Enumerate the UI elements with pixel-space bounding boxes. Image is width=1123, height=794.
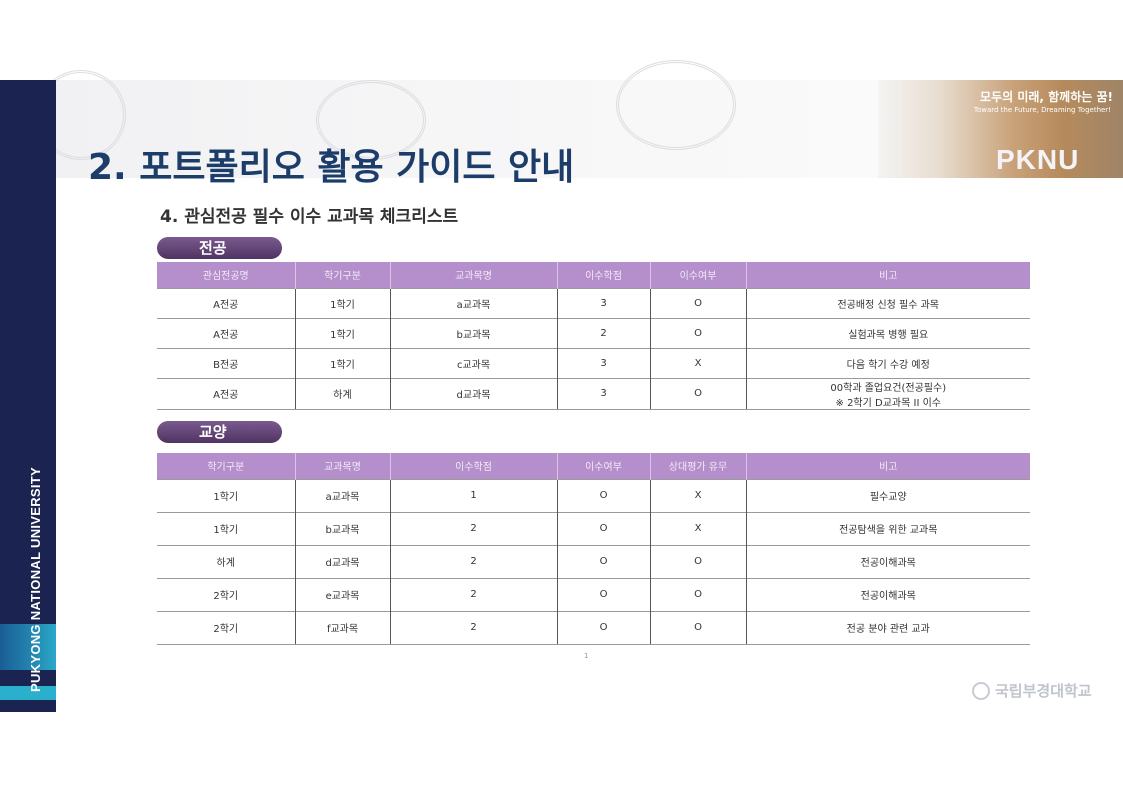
table-cell: 2 — [389, 511, 557, 545]
column-header: 학기구분 — [294, 262, 390, 288]
major-table: 관심전공명 학기구분 교과목명 이수학점 이수여부 비고 A전공 1학기 a교과목 3 O 전공배정 … — [157, 262, 1030, 410]
column-header: 관심전공명 — [157, 262, 295, 288]
table-cell: 2 — [556, 317, 650, 348]
table-cell: O — [649, 544, 746, 578]
column-header: 이수여부 — [556, 453, 650, 479]
table-cell: A전공 — [157, 317, 295, 348]
table-cell: 다음 학기 수강 예정 — [745, 347, 1030, 378]
campus-banner-image: 모두의 미래, 함께하는 꿈! Toward the Future, Dream… — [878, 80, 1123, 178]
table-row: 2학기 e교과목 2 O O 전공이해과목 — [157, 577, 1030, 611]
column-header: 학기구분 — [157, 453, 295, 479]
table-cell: O — [556, 610, 650, 645]
banner-slogan: 모두의 미래, 함께하는 꿈! — [980, 90, 1113, 104]
table-cell: 하계 — [157, 544, 295, 578]
table-cell: A전공 — [157, 287, 295, 318]
table-row: A전공 1학기 b교과목 2 O 실험과목 병행 필요 — [157, 317, 1030, 348]
table-cell: f교과목 — [294, 610, 390, 645]
footer-logo: 국립부경대학교 — [972, 680, 1092, 701]
table-cell: O — [649, 317, 746, 348]
banner-slogan-en: Toward the Future, Dreaming Together! — [973, 106, 1111, 114]
column-header: 교과목명 — [294, 453, 390, 479]
table-cell: c교과목 — [389, 347, 557, 378]
table-row: A전공 하계 d교과목 3 O 00학과 졸업요건(전공필수) ※ 2학기 D교과목 II… — [157, 377, 1030, 410]
table-cell: 1학기 — [157, 511, 295, 545]
table-cell: e교과목 — [294, 577, 390, 611]
table-cell: O — [649, 577, 746, 611]
table-cell: 전공 분야 관련 교과 — [745, 610, 1030, 645]
table-cell: a교과목 — [389, 287, 557, 318]
table-cell: b교과목 — [294, 511, 390, 545]
table-cell: 00학과 졸업요건(전공필수) ※ 2학기 D교과목 II 이수 — [745, 377, 1030, 410]
decorative-swirl — [316, 80, 426, 160]
page-number: 1 — [584, 652, 589, 660]
decorative-swirl — [616, 60, 736, 150]
table-cell: X — [649, 478, 746, 512]
table-cell: 3 — [556, 377, 650, 410]
table-row: 1학기 b교과목 2 O X 전공탐색을 위한 교과목 — [157, 511, 1030, 545]
table-cell: O — [556, 511, 650, 545]
table-cell: O — [556, 544, 650, 578]
table-cell: O — [649, 377, 746, 410]
table-cell: 3 — [556, 347, 650, 378]
table-cell: 1 — [389, 478, 557, 512]
footer-logo-text: 국립부경대학교 — [995, 682, 1092, 700]
sidebar-accent — [0, 624, 56, 670]
sidebar-university-name: PUKYONG NATIONAL UNIVERSITY — [28, 466, 43, 692]
table-cell: 하계 — [294, 377, 390, 410]
column-header: 교과목명 — [389, 262, 557, 288]
table-cell: O — [556, 577, 650, 611]
column-header: 이수학점 — [556, 262, 650, 288]
table-cell: 2 — [389, 577, 557, 611]
university-seal-icon — [972, 681, 990, 700]
page-title: 2. 포트폴리오 활용 가이드 안내 — [88, 147, 575, 188]
table-cell: O — [649, 287, 746, 318]
table-cell: 3 — [556, 287, 650, 318]
table-cell: B전공 — [157, 347, 295, 378]
table-cell: 전공탐색을 위한 교과목 — [745, 511, 1030, 545]
table-cell: O — [556, 478, 650, 512]
column-header: 비고 — [745, 262, 1030, 288]
general-label-pill: 교양 — [157, 421, 282, 443]
banner-brand: PKNU — [996, 144, 1080, 175]
table-cell: a교과목 — [294, 478, 390, 512]
column-header: 이수학점 — [389, 453, 557, 479]
table-cell: 2 — [389, 544, 557, 578]
table-cell: d교과목 — [389, 377, 557, 410]
table-cell: O — [649, 610, 746, 645]
column-header: 비고 — [745, 453, 1030, 479]
table-cell: 1학기 — [294, 347, 390, 378]
sidebar-accent — [0, 686, 56, 700]
table-cell: 전공이해과목 — [745, 544, 1030, 578]
table-cell: 2 — [389, 610, 557, 645]
table-cell: 2학기 — [157, 610, 295, 645]
header-band — [36, 60, 878, 178]
table-cell: X — [649, 511, 746, 545]
table-row: 하계 d교과목 2 O O 전공이해과목 — [157, 544, 1030, 578]
table-cell: 1학기 — [294, 287, 390, 318]
table-cell: 1학기 — [294, 317, 390, 348]
table-cell: 필수교양 — [745, 478, 1030, 512]
table-row: A전공 1학기 a교과목 3 O 전공배정 신청 필수 과목 — [157, 287, 1030, 318]
column-header: 상대평가 유무 — [649, 453, 746, 479]
table-cell: 1학기 — [157, 478, 295, 512]
column-header: 이수여부 — [649, 262, 746, 288]
table-cell: 실험과목 병행 필요 — [745, 317, 1030, 348]
general-table: 학기구분 교과목명 이수학점 이수여부 상대평가 유무 비고 1학기 a교과목 1 O X 필수교양 1… — [157, 453, 1030, 645]
table-row: B전공 1학기 c교과목 3 X 다음 학기 수강 예정 — [157, 347, 1030, 378]
major-label-pill: 전공 — [157, 237, 282, 259]
table-cell: 전공배정 신청 필수 과목 — [745, 287, 1030, 318]
table-row: 1학기 a교과목 1 O X 필수교양 — [157, 478, 1030, 512]
sidebar: PUKYONG NATIONAL UNIVERSITY — [0, 80, 56, 712]
table-cell: A전공 — [157, 377, 295, 410]
table-row: 2학기 f교과목 2 O O 전공 분야 관련 교과 — [157, 610, 1030, 645]
table-cell: 전공이해과목 — [745, 577, 1030, 611]
table-cell: 2학기 — [157, 577, 295, 611]
table-cell: b교과목 — [389, 317, 557, 348]
section-heading: 4. 관심전공 필수 이수 교과목 체크리스트 — [160, 207, 459, 227]
table-cell: d교과목 — [294, 544, 390, 578]
table-cell: X — [649, 347, 746, 378]
